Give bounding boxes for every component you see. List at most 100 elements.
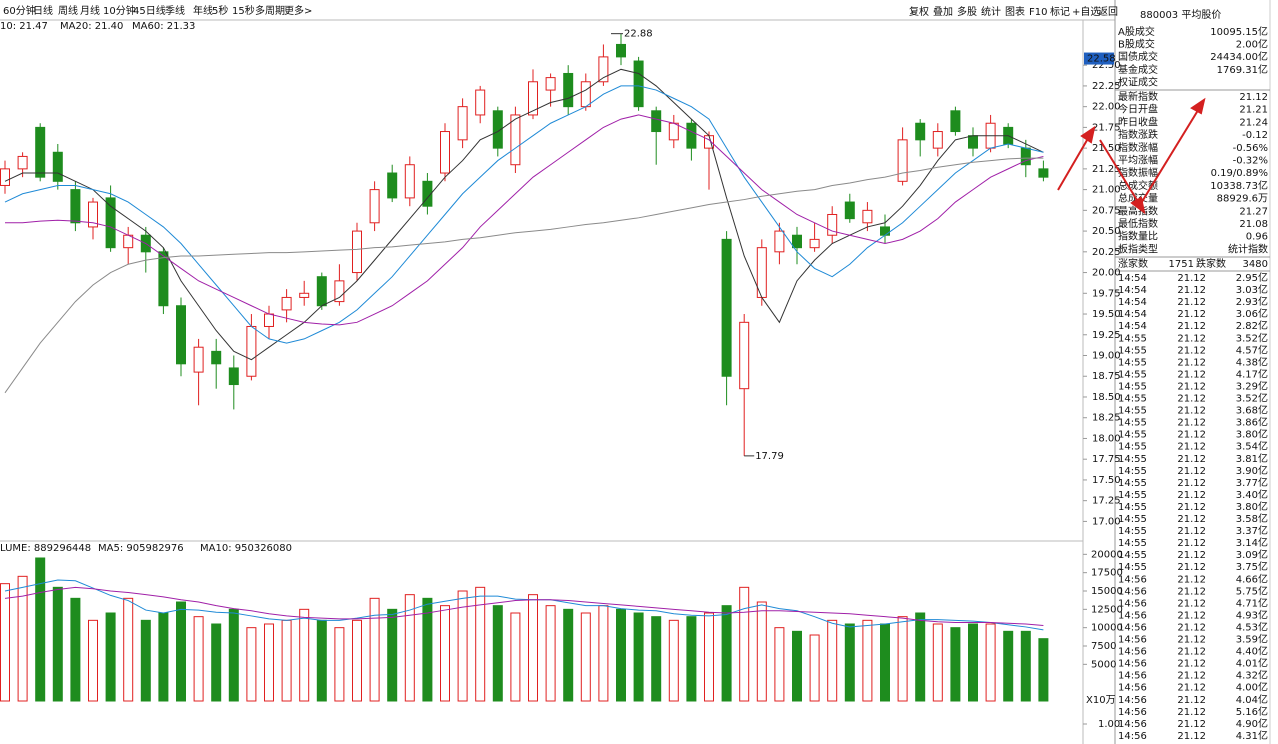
candle-body bbox=[862, 209, 873, 224]
candle-body bbox=[651, 110, 662, 133]
tick-time: 14:56 bbox=[1118, 671, 1147, 682]
index-value: 0.19/0.89% bbox=[1211, 168, 1268, 179]
tick-volume: 3.06亿 bbox=[1236, 307, 1268, 320]
volume-bar bbox=[651, 616, 662, 702]
tick-time: 14:55 bbox=[1118, 394, 1147, 405]
period-tab[interactable]: 周线 bbox=[58, 4, 78, 17]
candle-body bbox=[105, 197, 116, 249]
tick-volume: 3.86亿 bbox=[1236, 416, 1268, 429]
candle-body bbox=[176, 305, 186, 365]
index-value: 21.21 bbox=[1239, 105, 1268, 116]
index-label: 昨日收盘 bbox=[1118, 115, 1158, 128]
volume-bar bbox=[17, 575, 28, 702]
turnover-value: 10095.15亿 bbox=[1210, 25, 1268, 38]
index-value: 21.12 bbox=[1239, 92, 1268, 103]
toolbar-button[interactable]: F10 bbox=[1029, 7, 1047, 18]
toolbar-button[interactable]: 复权 bbox=[909, 5, 929, 18]
volume-bar bbox=[123, 597, 134, 702]
tick-time: 14:56 bbox=[1118, 683, 1147, 694]
period-tab[interactable]: 15秒 bbox=[232, 4, 255, 17]
tick-price: 21.12 bbox=[1177, 550, 1206, 561]
candle-body bbox=[422, 180, 433, 207]
candle-body bbox=[52, 151, 63, 182]
tick-time: 14:55 bbox=[1118, 478, 1147, 489]
toolbar-button[interactable]: 标记 bbox=[1050, 6, 1070, 18]
candle-body bbox=[528, 81, 538, 116]
tick-volume: 3.90亿 bbox=[1236, 464, 1268, 477]
tick-price: 21.12 bbox=[1177, 514, 1206, 525]
period-tab[interactable]: 多周期 bbox=[255, 4, 285, 17]
turnover-label: A股成交 bbox=[1118, 25, 1155, 38]
candle-body bbox=[932, 131, 943, 149]
tick-price: 21.12 bbox=[1177, 695, 1206, 706]
period-tab[interactable]: 季线 bbox=[165, 4, 185, 17]
tick-time: 14:54 bbox=[1118, 309, 1147, 320]
volume-bar bbox=[510, 612, 521, 702]
candle-body bbox=[915, 122, 926, 141]
tick-volume: 4.32亿 bbox=[1236, 669, 1268, 682]
toolbar-button[interactable]: 返回 bbox=[1098, 6, 1118, 18]
volume-bar bbox=[35, 557, 46, 702]
period-tab[interactable]: 日线 bbox=[33, 4, 53, 17]
volume-bar bbox=[563, 608, 574, 702]
tick-time: 14:55 bbox=[1118, 490, 1147, 501]
volume-bar bbox=[281, 619, 292, 702]
volume-bar bbox=[897, 616, 908, 702]
ma-legend: 10: 21.47 bbox=[0, 21, 48, 32]
tick-volume: 4.93亿 bbox=[1236, 608, 1268, 621]
period-tab[interactable]: 月线 bbox=[80, 4, 100, 17]
y-tick-label: 19.50 bbox=[1092, 309, 1121, 320]
toolbar-button[interactable]: 图表 bbox=[1005, 5, 1025, 18]
ma-legend: MA60: 21.33 bbox=[132, 21, 195, 32]
period-tab[interactable]: 5秒 bbox=[212, 4, 228, 17]
index-label: 指数量比 bbox=[1118, 230, 1158, 243]
toolbar-button[interactable]: 统计 bbox=[981, 5, 1001, 18]
volume-bar bbox=[334, 627, 345, 702]
tick-volume: 4.38亿 bbox=[1236, 355, 1268, 368]
y-tick-label: 15000 bbox=[1091, 586, 1123, 597]
tick-volume: 3.40亿 bbox=[1236, 488, 1268, 501]
tick-price: 21.12 bbox=[1177, 502, 1206, 513]
volume-bar bbox=[739, 586, 750, 702]
volume-bar bbox=[440, 605, 450, 702]
volume-bar bbox=[316, 619, 327, 702]
tick-volume: 3.09亿 bbox=[1236, 548, 1268, 561]
candle-body bbox=[880, 226, 890, 236]
candle-body bbox=[809, 238, 820, 249]
toolbar-button[interactable]: 多股 bbox=[957, 5, 977, 18]
toolbar-button[interactable]: 叠加 bbox=[933, 6, 953, 18]
tick-price: 21.12 bbox=[1177, 478, 1206, 489]
y-tick-label: 21.75 bbox=[1092, 122, 1121, 133]
tick-time: 14:56 bbox=[1118, 598, 1147, 609]
index-label: 总成交量 bbox=[1118, 192, 1158, 205]
tick-price: 21.12 bbox=[1177, 707, 1206, 718]
candle-body bbox=[616, 43, 626, 58]
period-tab[interactable]: 45日线 bbox=[133, 4, 166, 17]
candle-body bbox=[404, 164, 415, 199]
toolbar-button[interactable]: +自选 bbox=[1072, 5, 1100, 18]
volume-bar bbox=[264, 623, 274, 702]
candle-body bbox=[563, 72, 574, 108]
volume-bar bbox=[580, 612, 591, 702]
index-value: 10338.73亿 bbox=[1210, 179, 1268, 192]
volume-legend: LUME: 889296448 bbox=[0, 543, 91, 554]
volume-bar bbox=[158, 612, 169, 702]
tick-time: 14:54 bbox=[1118, 297, 1147, 308]
tick-time: 14:55 bbox=[1118, 381, 1147, 392]
period-tab[interactable]: 60分钟 bbox=[3, 4, 36, 17]
index-value: -0.12 bbox=[1242, 130, 1268, 141]
tick-time: 14:55 bbox=[1118, 333, 1147, 344]
candle-body bbox=[440, 131, 450, 174]
candle-body bbox=[211, 350, 222, 365]
index-label: 指数涨幅 bbox=[1118, 141, 1158, 154]
period-tab[interactable]: 更多> bbox=[284, 4, 312, 17]
volume-bar bbox=[915, 612, 926, 702]
tick-price: 21.12 bbox=[1177, 466, 1206, 477]
period-tab[interactable]: 年线 bbox=[193, 4, 213, 17]
y-tick-label: 20000 bbox=[1091, 549, 1123, 560]
volume-bar bbox=[246, 627, 257, 702]
period-tab[interactable]: 10分钟 bbox=[103, 4, 136, 17]
volume-bar bbox=[844, 623, 855, 702]
tick-time: 14:56 bbox=[1118, 647, 1147, 658]
sub-tick-label: 1.00 bbox=[1098, 719, 1120, 730]
